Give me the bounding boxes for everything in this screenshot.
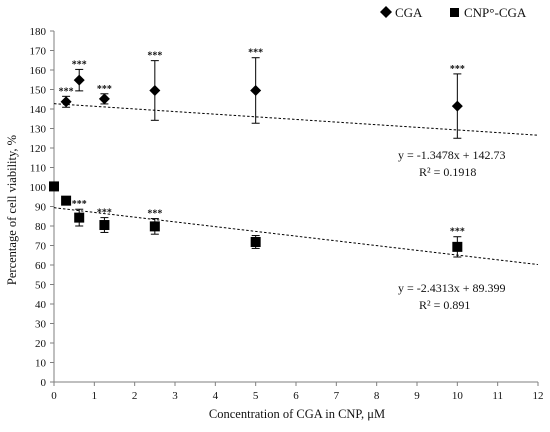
y-tick-label: 130 bbox=[30, 124, 47, 136]
legend-square-marker bbox=[450, 8, 459, 17]
legend-diamond-marker bbox=[380, 6, 392, 18]
y-tick-label: 120 bbox=[30, 143, 47, 155]
data-point-cga bbox=[451, 100, 463, 112]
x-tick-label: 5 bbox=[253, 390, 259, 402]
significance-label-cnp-cga: *** bbox=[97, 208, 112, 219]
legend: CGA CNP°-CGA bbox=[380, 5, 527, 20]
data-point-cnp-cga bbox=[74, 212, 85, 223]
y-tick-label: 40 bbox=[35, 299, 47, 311]
equation-cnp-cga: y = -2.4313x + 89.399 bbox=[398, 281, 506, 295]
y-tick-label: 90 bbox=[35, 202, 47, 214]
y-tick-label: 150 bbox=[30, 85, 47, 97]
x-tick-label: 12 bbox=[533, 390, 544, 402]
significance-label-cga: *** bbox=[59, 86, 74, 97]
trendline-cnp-cga bbox=[53, 207, 539, 266]
x-tick-label: 2 bbox=[132, 390, 138, 402]
legend-label-cga: CGA bbox=[395, 5, 423, 20]
x-tick-label: 4 bbox=[213, 390, 219, 402]
x-tick-label: 6 bbox=[293, 390, 299, 402]
axes-layer: 0102030405060708090100110120130140150160… bbox=[30, 26, 544, 402]
x-tick-label: 11 bbox=[492, 390, 503, 402]
x-tick-label: 10 bbox=[452, 390, 464, 402]
data-point-cnp-cga bbox=[61, 195, 72, 206]
data-point-cga bbox=[250, 84, 262, 96]
annotations-layer: y = -1.3478x + 142.73 R² = 0.1918 y = -2… bbox=[398, 148, 506, 312]
data-point-cnp-cga bbox=[149, 221, 160, 232]
y-tick-label: 110 bbox=[30, 163, 47, 175]
data-point-cga bbox=[73, 74, 85, 86]
significance-label-cnp-cga: *** bbox=[450, 227, 465, 238]
y-tick-label: 160 bbox=[30, 65, 47, 77]
x-tick-label: 9 bbox=[414, 390, 420, 402]
data-point-cga bbox=[98, 93, 110, 105]
r2-cga: R² = 0.1918 bbox=[419, 165, 476, 179]
data-points-layer: *** *** *** *** *** *** *** *** *** *** bbox=[49, 48, 465, 258]
data-point-cnp-cga bbox=[250, 236, 261, 247]
significance-label-cga: *** bbox=[72, 59, 87, 70]
y-tick-label: 170 bbox=[30, 46, 47, 58]
x-tick-label: 3 bbox=[172, 390, 178, 402]
significance-label-cga: *** bbox=[147, 51, 162, 62]
trendlines-layer bbox=[53, 103, 539, 266]
significance-label-cnp-cga: *** bbox=[72, 199, 87, 210]
x-tick-label: 8 bbox=[374, 390, 380, 402]
x-tick-label: 0 bbox=[51, 390, 57, 402]
y-tick-label: 50 bbox=[35, 280, 47, 292]
x-tick-label: 7 bbox=[334, 390, 340, 402]
legend-label-cnp-cga: CNP°-CGA bbox=[464, 5, 527, 20]
y-tick-label: 0 bbox=[41, 377, 47, 389]
legend-item-cnp-cga: CNP°-CGA bbox=[450, 5, 527, 20]
trendline-cga bbox=[53, 103, 539, 136]
y-axis-label: Percentage of cell viability, % bbox=[5, 135, 19, 285]
x-axis-label: Concentration of CGA in CNP, μM bbox=[209, 407, 385, 421]
y-tick-label: 70 bbox=[35, 241, 47, 253]
y-tick-label: 180 bbox=[30, 26, 47, 38]
x-tick-label: 1 bbox=[92, 390, 98, 402]
r2-cnp-cga: R² = 0.891 bbox=[419, 298, 470, 312]
y-tick-label: 20 bbox=[35, 338, 47, 350]
significance-label-cga: *** bbox=[450, 64, 465, 75]
data-point-cga bbox=[149, 84, 161, 96]
significance-label-cga: *** bbox=[248, 48, 263, 59]
equation-cga: y = -1.3478x + 142.73 bbox=[398, 148, 506, 162]
y-tick-label: 30 bbox=[35, 319, 47, 331]
y-tick-label: 100 bbox=[30, 182, 47, 194]
significance-label-cnp-cga: *** bbox=[147, 209, 162, 220]
y-tick-label: 10 bbox=[35, 358, 47, 370]
y-tick-label: 140 bbox=[30, 104, 47, 116]
data-point-cnp-cga bbox=[452, 241, 463, 252]
data-point-cnp-cga bbox=[99, 220, 110, 231]
legend-item-cga: CGA bbox=[380, 5, 423, 20]
significance-label-cga: *** bbox=[97, 84, 112, 95]
data-point-cnp-cga bbox=[49, 181, 59, 192]
y-tick-label: 60 bbox=[35, 260, 47, 272]
y-tick-label: 80 bbox=[35, 221, 47, 233]
data-point-cga bbox=[60, 96, 72, 108]
